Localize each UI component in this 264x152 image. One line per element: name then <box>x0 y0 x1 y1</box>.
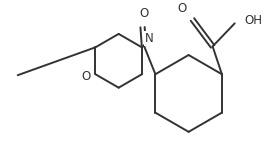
Text: N: N <box>145 32 154 45</box>
Text: O: O <box>140 7 149 21</box>
Text: OH: OH <box>244 14 262 27</box>
Text: O: O <box>177 2 187 15</box>
Text: O: O <box>81 70 91 83</box>
